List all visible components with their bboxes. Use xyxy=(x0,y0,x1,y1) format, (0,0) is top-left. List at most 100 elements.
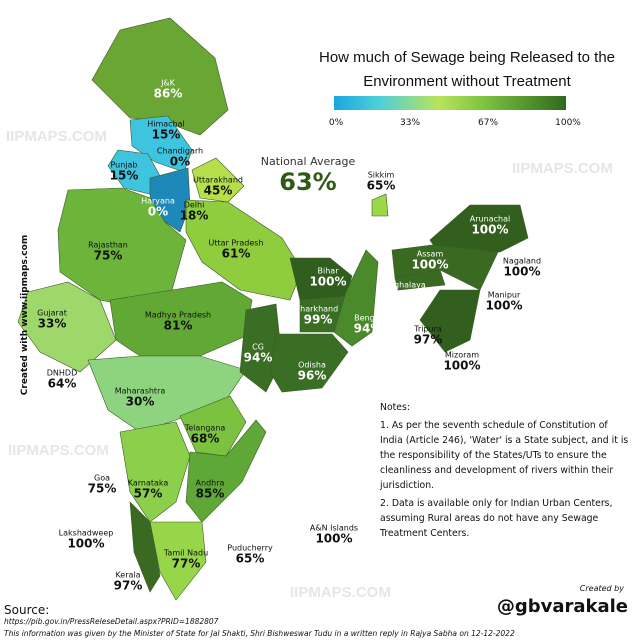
region-kerala xyxy=(129,501,161,593)
national-average: National Average 63% xyxy=(260,155,356,196)
side-credit: Created with www.iipmaps.com xyxy=(20,234,31,396)
state-value: 68% xyxy=(190,431,220,446)
label-manipur: Manipur 100% xyxy=(485,291,522,314)
state-value: 33% xyxy=(37,316,67,331)
state-name: Madhya Pradesh xyxy=(144,310,212,320)
region-telangana xyxy=(179,395,247,457)
source-url[interactable]: https://pib.gov.in/PressReleseDetail.asp… xyxy=(4,617,219,626)
state-name: Uttar Pradesh xyxy=(208,238,264,248)
label-madhya-pradesh: Madhya Pradesh 81% xyxy=(145,311,211,334)
state-name: Gujarat xyxy=(37,308,67,318)
state-value: 61% xyxy=(221,246,251,261)
label-mizoram: Mizoram 100% xyxy=(443,351,480,374)
state-value: 18% xyxy=(179,208,209,223)
legend-tick: 67% xyxy=(477,118,499,128)
label-punjab: Punjab 15% xyxy=(110,161,139,184)
state-name: DNHDD xyxy=(46,368,78,378)
label-kerala: Kerala 97% xyxy=(114,571,143,594)
color-legend xyxy=(334,96,566,110)
state-value: 100% xyxy=(471,222,509,237)
label-lakshadweep: Lakshadweep 100% xyxy=(59,529,114,552)
state-value: 100% xyxy=(67,536,105,551)
watermark: IIPMAPS.COM xyxy=(512,160,613,177)
state-value: 57% xyxy=(133,486,163,501)
label-andhra: Andhra 85% xyxy=(196,479,225,502)
state-name: Haryana xyxy=(141,196,175,206)
state-value: 100% xyxy=(443,358,481,373)
label-uttarakhand: Uttarakhand 45% xyxy=(193,176,243,199)
watermark: IIPMAPS.COM xyxy=(290,584,391,601)
state-value: 64% xyxy=(47,376,77,391)
region-bengal xyxy=(333,249,379,347)
state-name: Tripura xyxy=(414,324,442,334)
state-value: 0% xyxy=(147,204,169,219)
legend-tick: 33% xyxy=(399,118,421,128)
label-maharashtra: Maharashtra 30% xyxy=(115,387,166,410)
state-value: 85% xyxy=(195,486,225,501)
state-name: Odisha xyxy=(298,360,326,370)
state-name: Telangana xyxy=(184,423,226,433)
state-name: Jharkhand xyxy=(297,304,339,314)
state-value: 96% xyxy=(297,368,327,383)
label-cg: CG 94% xyxy=(244,343,273,366)
state-value: 100% xyxy=(309,274,347,289)
region-mizoram xyxy=(419,289,481,353)
state-name: Chandigarh xyxy=(156,146,204,156)
label-odisha: Odisha 96% xyxy=(298,361,327,384)
label-arunachal: Arunachal 100% xyxy=(470,215,510,238)
created-by-label: Created by xyxy=(579,584,624,593)
region-j-k xyxy=(91,17,229,136)
legend-tick: 100% xyxy=(555,118,581,128)
region-sikkim xyxy=(371,193,389,217)
state-value: 100% xyxy=(503,264,541,279)
label-jharkhand: Jharkhand 99% xyxy=(298,305,338,328)
source-label: Source: xyxy=(4,603,50,617)
region-gujarat xyxy=(17,281,117,373)
label-puducherry: Puducherry 65% xyxy=(227,544,272,567)
label-uttar-pradesh: Uttar Pradesh 61% xyxy=(209,239,264,262)
label-telangana: Telangana 68% xyxy=(185,424,226,447)
state-name: Assam xyxy=(416,249,444,259)
state-name: Mizoram xyxy=(444,350,480,360)
state-value: 30% xyxy=(125,394,155,409)
source-info: This information was given by the Minist… xyxy=(4,629,515,638)
label-meghalaya: Meghalaya 100% xyxy=(382,281,426,304)
label-bihar: Bihar 100% xyxy=(309,267,346,290)
state-name: A&N Islands xyxy=(309,523,359,533)
label-karnataka: Karnataka 57% xyxy=(128,479,169,502)
map-title: How much of Sewage being Released to the… xyxy=(318,49,615,90)
state-value: 75% xyxy=(87,481,117,496)
label-delhi: Delhi 18% xyxy=(180,201,209,224)
state-name: Bihar xyxy=(317,266,339,276)
state-value: 0% xyxy=(169,154,191,169)
label-himachal: Himachal 15% xyxy=(147,120,185,143)
state-name: Punjab xyxy=(110,160,138,170)
label-goa: Goa 75% xyxy=(88,474,117,497)
state-value: 94% xyxy=(353,321,383,336)
state-value: 97% xyxy=(413,332,443,347)
label-assam: Assam 100% xyxy=(411,250,448,273)
state-name: Rajasthan xyxy=(88,240,128,250)
state-value: 15% xyxy=(109,168,139,183)
state-value: 45% xyxy=(203,183,233,198)
region-andhra xyxy=(185,419,267,523)
state-value: 75% xyxy=(93,248,123,263)
label-dnhdd: DNHDD 64% xyxy=(47,369,77,392)
label-chandigarh: Chandigarh 0% xyxy=(157,147,203,170)
region-odisha xyxy=(269,333,349,393)
state-name: Bengal xyxy=(354,313,382,323)
region-meghalaya xyxy=(394,269,446,291)
state-name: Puducherry xyxy=(227,543,273,553)
label-j-k: J&K 86% xyxy=(154,79,183,102)
state-value: 94% xyxy=(243,350,273,365)
state-name: Karnataka xyxy=(127,478,169,488)
label-nagaland: Nagaland 100% xyxy=(503,257,541,280)
state-value: 65% xyxy=(235,551,265,566)
label-a-n-islands: A&N Islands 100% xyxy=(310,524,358,547)
state-name: Himachal xyxy=(147,119,185,129)
region-uttarakhand xyxy=(191,157,245,203)
state-name: Meghalaya xyxy=(382,280,426,290)
label-tamil-nadu: Tamil Nadu 77% xyxy=(164,549,208,572)
